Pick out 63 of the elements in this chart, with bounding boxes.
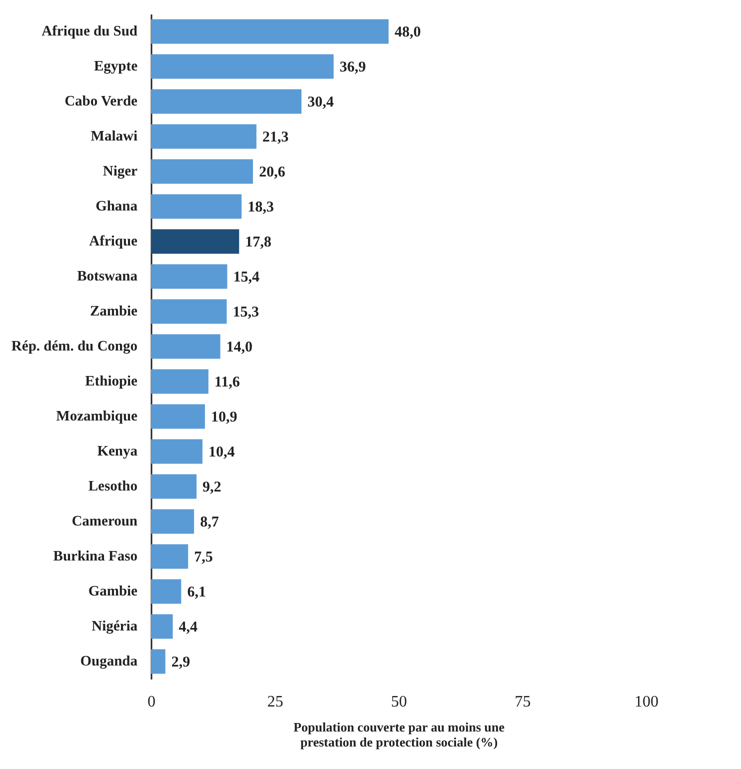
x-tick-label: 50 — [391, 694, 407, 710]
y-tick-label: Cameroun — [72, 514, 138, 530]
y-tick-label: Ghana — [96, 198, 138, 214]
bar — [151, 369, 208, 394]
data-label: 36,9 — [340, 60, 366, 76]
bar — [151, 264, 228, 289]
y-tick-label: Botswana — [77, 268, 138, 284]
y-tick-label: Afrique du Sud — [42, 24, 138, 40]
y-tick-label: Ouganda — [80, 654, 138, 670]
data-label: 2,9 — [171, 654, 190, 670]
x-axis-title: Population couverte par au moins une prestation de protection sociale (%) — [293, 720, 505, 750]
bar — [151, 19, 389, 44]
bar — [151, 439, 202, 464]
data-label: 8,7 — [200, 514, 220, 530]
x-tick-label: 0 — [148, 694, 156, 710]
data-label: 15,4 — [233, 270, 260, 286]
data-label: 10,4 — [208, 444, 236, 460]
y-tick-label: Afrique — [89, 234, 138, 250]
y-tick-label: Niger — [102, 164, 138, 180]
data-label: 11,6 — [214, 374, 240, 390]
data-label: 9,2 — [202, 480, 222, 496]
data-label: 18,3 — [248, 200, 274, 216]
y-tick-label: Zambie — [90, 304, 138, 320]
data-label: 4,4 — [178, 620, 198, 636]
data-label: 48,0 — [394, 24, 421, 40]
bar — [151, 544, 188, 569]
data-label: 10,9 — [210, 410, 238, 426]
bar — [151, 54, 334, 79]
data-label: 6,1 — [187, 584, 206, 600]
data-label: 14,0 — [226, 340, 253, 356]
bar — [151, 579, 182, 604]
bar — [151, 194, 242, 219]
y-tick-label: Cabo Verde — [64, 94, 138, 110]
bar — [151, 299, 227, 324]
x-tick-label: 25 — [267, 694, 284, 710]
y-tick-label: Rép. dém. du Congo — [11, 338, 138, 354]
bar — [151, 89, 302, 114]
y-tick-label: Nigéria — [92, 618, 138, 634]
y-tick-label: Burkina Faso — [53, 548, 138, 564]
bar — [151, 614, 173, 639]
y-tick-label: Malawi — [90, 128, 138, 144]
y-tick-label: Ethiopie — [85, 374, 138, 390]
data-label: 20,6 — [258, 164, 286, 180]
bar — [151, 404, 205, 429]
bar — [151, 474, 197, 499]
bar — [151, 229, 240, 254]
y-tick-label: Egypte — [94, 58, 138, 74]
y-tick-label: Mozambique — [56, 408, 138, 424]
data-label: 21,3 — [262, 130, 289, 146]
bar — [151, 649, 166, 674]
data-label: 30,4 — [307, 94, 334, 110]
data-label: 17,8 — [245, 234, 272, 250]
y-tick-label: Lesotho — [88, 478, 138, 494]
x-tick-label: 100 — [634, 694, 658, 710]
bar — [151, 509, 194, 534]
data-label: 7,5 — [194, 550, 213, 566]
data-label: 15,3 — [232, 304, 259, 320]
y-tick-label: Gambie — [88, 584, 138, 600]
bar — [151, 124, 256, 149]
bar — [151, 334, 220, 359]
y-tick-label: Kenya — [97, 444, 138, 460]
x-tick-label: 75 — [514, 694, 531, 710]
bar — [151, 159, 253, 184]
